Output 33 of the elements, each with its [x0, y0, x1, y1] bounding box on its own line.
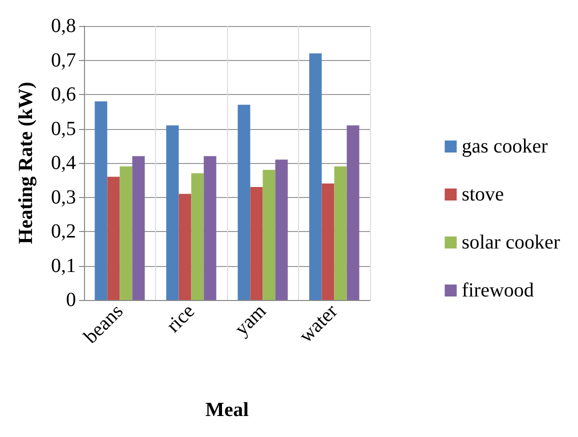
- y-axis-title: Heating Rate (kW): [15, 82, 37, 244]
- bar: [107, 176, 120, 300]
- bar: [309, 53, 322, 300]
- y-tick-label: 0,1: [51, 254, 76, 277]
- y-tick-label: 0,7: [51, 49, 76, 72]
- bar: [334, 166, 347, 300]
- bar: [166, 125, 179, 300]
- bar: [322, 184, 334, 300]
- y-tick-label: 0,3: [51, 186, 76, 208]
- bar: [262, 170, 276, 300]
- bar: [191, 173, 204, 300]
- x-axis-title: Meal: [205, 399, 250, 421]
- legend-label: stove: [462, 184, 504, 206]
- bar: [275, 160, 288, 300]
- legend-label: gas cooker: [462, 136, 548, 158]
- y-tick-label: 0,4: [51, 152, 76, 174]
- y-tick-label: 0,5: [51, 118, 76, 140]
- y-tick-label: 0,2: [51, 220, 76, 242]
- bar: [204, 156, 216, 300]
- legend-label: solar cooker: [462, 232, 560, 254]
- y-tick-label: 0: [66, 289, 76, 311]
- x-tick-label: yam: [230, 300, 271, 340]
- bar: [132, 156, 145, 300]
- bar: [250, 186, 263, 300]
- x-tick-label: rice: [162, 300, 200, 337]
- bar: [178, 194, 192, 300]
- y-tick-label: 0,6: [51, 84, 76, 106]
- bar: [346, 125, 360, 300]
- y-tick-label: 0,8: [51, 15, 76, 37]
- bar: [238, 104, 250, 300]
- legend-label: firewood: [462, 280, 534, 302]
- bar: [120, 166, 132, 300]
- bar: [94, 101, 108, 300]
